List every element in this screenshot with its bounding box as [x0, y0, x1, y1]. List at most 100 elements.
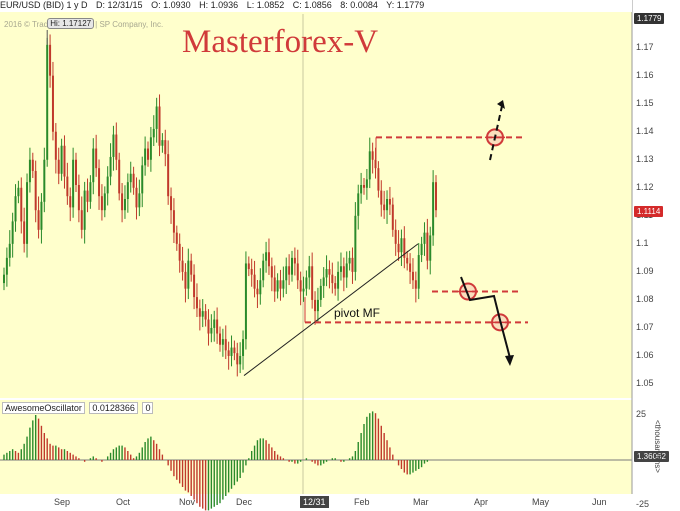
candle-body — [207, 319, 210, 334]
candle-body — [95, 148, 98, 169]
candle-body — [54, 131, 57, 160]
candle-body — [46, 44, 49, 160]
candle-body — [31, 159, 34, 171]
candle-body — [267, 252, 270, 267]
oscillator-panel[interactable] — [0, 400, 632, 494]
bearish-arrow-head — [505, 355, 514, 366]
candle-body — [51, 75, 54, 132]
oscillator-value: 0.0128366 — [89, 402, 138, 414]
candle-body — [391, 204, 394, 230]
x-tick-label: May — [532, 497, 550, 507]
candle-body — [256, 288, 259, 295]
candle-body — [296, 263, 299, 281]
candle-body — [20, 187, 23, 222]
candle-body — [316, 299, 319, 312]
candle-body — [429, 235, 432, 261]
oscillator-param: 0 — [142, 402, 154, 414]
candle-body — [216, 319, 219, 334]
high-marker-label: Hi: 1.17127 — [47, 18, 95, 29]
candle-body — [365, 179, 368, 188]
candle-body — [72, 159, 75, 208]
candle-body — [406, 257, 409, 264]
candle-body — [259, 280, 262, 295]
top-price-badge: 1.1779 — [634, 13, 665, 24]
candle-body — [158, 106, 161, 146]
candle-body — [43, 159, 46, 202]
candle-body — [345, 263, 348, 278]
candle-body — [293, 257, 296, 264]
candle-body — [8, 243, 11, 258]
bearish-projection-line — [460, 276, 511, 359]
candle-body — [250, 269, 253, 275]
high-value: H: 1.0936 — [199, 0, 239, 10]
candle-body — [187, 260, 190, 289]
candle-body — [325, 269, 328, 278]
y-tick-label: 1.12 — [636, 181, 654, 192]
year-value: Y: 1.1779 — [386, 0, 425, 10]
symbol-label[interactable]: EUR/USD (BID) 1 y D — [0, 0, 88, 10]
candle-body — [181, 260, 184, 272]
candle-body — [219, 333, 221, 345]
candle-body — [178, 243, 181, 261]
candle-body — [230, 347, 233, 356]
osc-tick-label: 25 — [636, 409, 647, 419]
candle-body — [342, 266, 345, 278]
candle-body — [184, 271, 187, 289]
candle-body — [89, 182, 92, 202]
candle-body — [285, 266, 288, 281]
candle-body — [224, 339, 227, 351]
candle-body — [380, 190, 383, 205]
y-tick-label: 1.1 — [636, 237, 649, 248]
candle-body — [299, 280, 302, 292]
candle-body — [386, 198, 389, 211]
y-tick-label: 1.05 — [636, 377, 654, 388]
candle-body — [28, 159, 31, 183]
candle-body — [109, 156, 112, 177]
candle-body — [190, 260, 193, 275]
candle-body — [5, 257, 8, 275]
x-tick-label: Nov — [179, 497, 196, 507]
candle-body — [118, 159, 121, 194]
candle-body — [161, 140, 164, 146]
candle-body — [100, 196, 103, 211]
x-tick-label: Feb — [354, 497, 370, 507]
candle-body — [423, 232, 426, 244]
candle-body — [411, 271, 414, 281]
candle-body — [270, 266, 273, 278]
candle-body — [368, 151, 371, 180]
candle-body — [138, 193, 141, 208]
candle-body — [204, 311, 207, 320]
candle-body — [3, 274, 5, 284]
candle-body — [86, 190, 89, 202]
candle-body — [60, 145, 63, 174]
candle-body — [311, 266, 314, 300]
candle-body — [397, 243, 400, 253]
candle-body — [40, 201, 43, 230]
candle-body — [126, 182, 129, 199]
x-tick-label: Sep — [54, 497, 71, 507]
pivot-label: pivot MF — [334, 306, 381, 321]
y-tick-label: 1.15 — [636, 97, 654, 108]
oscillator-name[interactable]: AwesomeOscillator — [2, 402, 85, 414]
candle-body — [63, 145, 66, 177]
candle-body — [23, 221, 26, 244]
candle-body — [273, 277, 276, 292]
candle-body — [155, 106, 158, 129]
candle-body — [14, 196, 17, 222]
candle-body — [26, 182, 29, 244]
candle-body — [198, 308, 201, 317]
y-tick-label: 1.09 — [636, 265, 654, 276]
candle-body — [328, 269, 331, 275]
candle-body — [193, 274, 196, 298]
candle-body — [164, 140, 167, 155]
oscillator-units: <thousandths> — [653, 420, 662, 473]
x-tick-label: Jun — [592, 497, 607, 507]
candle-body — [210, 327, 213, 334]
candle-body — [75, 159, 77, 185]
candle-body — [135, 187, 138, 208]
candle-body — [80, 210, 83, 230]
candle-body — [37, 210, 40, 230]
candle-body — [98, 168, 101, 197]
osc-tick-label: -25 — [636, 499, 650, 509]
y-tick-label: 1.17 — [636, 41, 654, 52]
